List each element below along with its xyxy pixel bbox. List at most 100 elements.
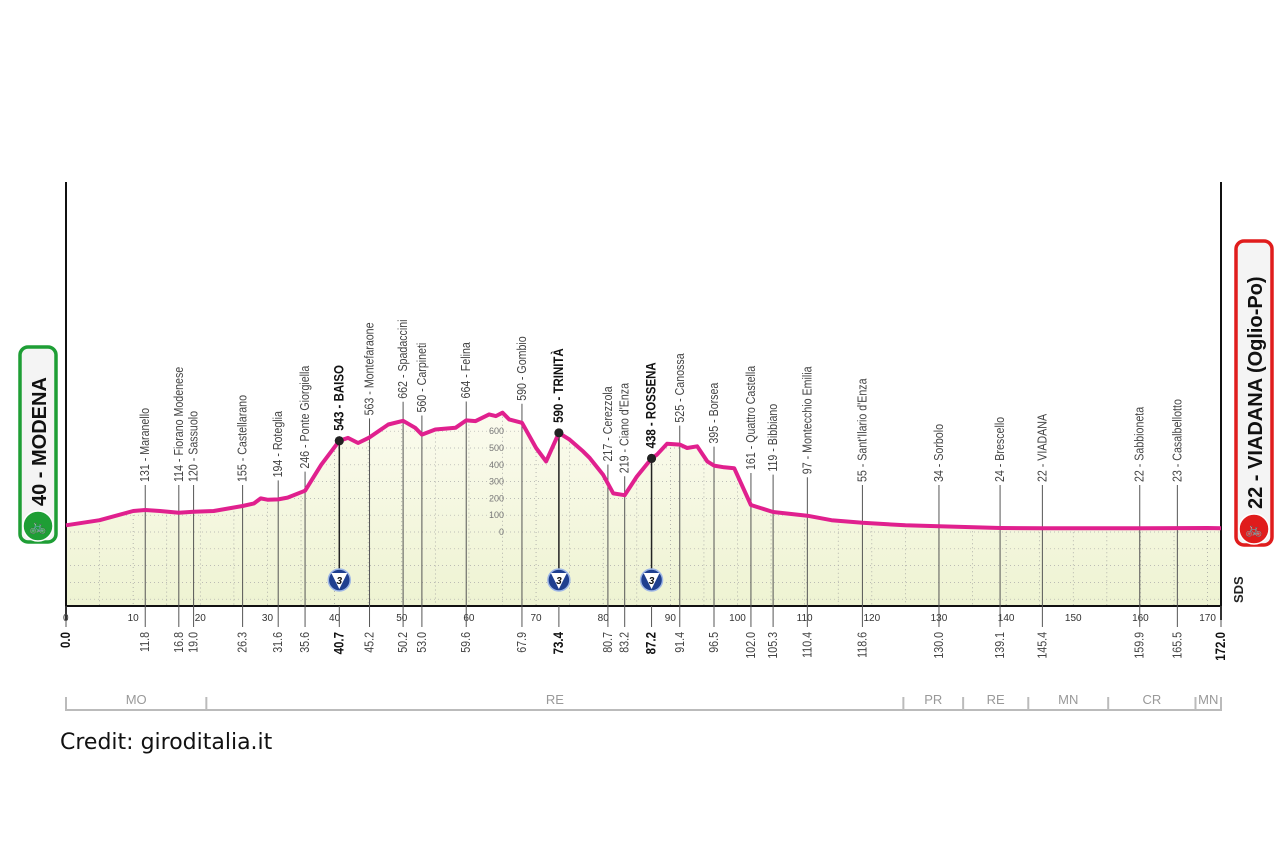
waypoint-label: 131 - Maranello [137, 408, 152, 482]
waypoint-label: 114 - Fiorano Modenese [171, 366, 186, 482]
waypoint-km-label: 40.7 [330, 632, 346, 654]
waypoint-label: 219 - Ciano d'Enza [617, 383, 632, 474]
x-tick-label: 80 [598, 613, 610, 624]
waypoint-label: 119 - Bibbiano [765, 403, 780, 471]
waypoint-km-label: 87.2 [642, 632, 658, 654]
province-label: MN [1058, 692, 1078, 707]
waypoint-label: 560 - Carpineti [414, 343, 429, 413]
finish-bike-glyph: 🚲 [1245, 521, 1262, 538]
x-tick-label: 110 [797, 613, 813, 624]
waypoint-label: 97 - Montecchio Emilia [799, 366, 814, 474]
elevation-profile-line [65, 410, 1222, 531]
x-tick-label: 140 [998, 613, 1015, 624]
province-label: RE [546, 692, 564, 707]
waypoint-km-label: 73.4 [550, 631, 566, 654]
kom-category-label: 3 [649, 576, 655, 587]
waypoint-km-label: 19.0 [186, 632, 201, 653]
waypoint-label: 662 - Spadaccini [395, 319, 410, 398]
start-cyclist-icon [22, 510, 54, 542]
waypoint-label: 563 - Montefaraone [361, 322, 376, 415]
x-tick-label: 160 [1132, 613, 1149, 624]
waypoint-label: 525 - Canossa [672, 353, 687, 423]
waypoint-label: 246 - Ponte Giorgiella [297, 365, 312, 468]
waypoint-label: 194 - Roteglia [270, 411, 285, 478]
y-tick-label: 600 [489, 426, 504, 436]
waypoint-km-label: 53.0 [414, 632, 429, 653]
y-tick-label: 200 [489, 493, 504, 503]
kom-category-label: 3 [556, 576, 562, 587]
x-tick-label: 30 [262, 613, 274, 624]
waypoint-label: 55 - Sant'Ilario d'Enza [854, 378, 869, 482]
waypoint-km-label: 16.8 [171, 632, 186, 653]
x-tick-label: 40 [329, 613, 341, 624]
waypoint-label: 161 - Quattro Castella [743, 365, 758, 470]
finish-label: 22 - VIADANA (Oglio-Po) [1245, 276, 1267, 509]
start-label: 40 - MODENA [29, 377, 51, 506]
profile-area-fill [66, 412, 1221, 606]
waypoint-km-label: 35.6 [297, 632, 312, 653]
waypoint-km-label: 110.4 [799, 632, 814, 658]
waypoint-km-label: 50.2 [395, 632, 410, 653]
province-label: PR [924, 692, 942, 707]
waypoint-km-label: 130.0 [931, 632, 946, 659]
x-tick-label: 10 [128, 613, 140, 624]
start-bike-glyph: 🚲 [29, 518, 46, 535]
y-tick-label: 500 [489, 443, 504, 453]
waypoint-label: 395 - Borsea [706, 382, 721, 443]
waypoint-km-label: 31.6 [270, 632, 285, 653]
province-label: MN [1198, 692, 1218, 707]
waypoint-label: 24 - Brescello [992, 417, 1007, 482]
kom-triangle-icon [331, 573, 348, 589]
waypoint-label: 590 - Gombio [514, 336, 529, 401]
x-tick-label: 100 [729, 613, 746, 624]
waypoint-km-label: 0.0 [57, 632, 73, 648]
waypoint-label: 590 - TRINITÀ [550, 348, 566, 423]
waypoint-label: 664 - Felina [458, 342, 473, 399]
sds-logo: SDS [1231, 576, 1246, 603]
y-tick-label: 100 [489, 510, 504, 520]
waypoint-label: 23 - Casalbellotto [1169, 399, 1184, 482]
x-tick-label: 60 [463, 613, 475, 624]
province-label: CR [1142, 692, 1161, 707]
waypoint-km-label: 145.4 [1034, 632, 1049, 659]
y-tick-label: 400 [489, 460, 504, 470]
waypoint-km-label: 91.4 [672, 632, 687, 653]
x-tick-label: 90 [665, 613, 677, 624]
waypoint-km-label: 59.6 [458, 632, 473, 653]
waypoint-km-label: 102.0 [743, 632, 758, 659]
waypoint-label: 438 - ROSSENA [642, 362, 658, 448]
waypoint-km-label: 96.5 [706, 632, 721, 653]
waypoint-km-label: 105.3 [765, 632, 780, 659]
province-label: MO [126, 692, 147, 707]
waypoint-km-label: 45.2 [361, 632, 376, 653]
kom-triangle-icon [550, 573, 567, 589]
waypoint-km-label: 165.5 [1169, 632, 1184, 659]
x-tick-label: 70 [530, 613, 542, 624]
waypoint-label: 34 - Sorbolo [931, 424, 946, 482]
credit-text: Credit: giroditalia.it [60, 730, 273, 755]
start-badge [18, 345, 58, 544]
province-label: RE [987, 692, 1005, 707]
waypoint-km-label: 83.2 [617, 632, 632, 653]
waypoint-km-label: 139.1 [992, 632, 1007, 659]
x-tick-label: 150 [1065, 613, 1082, 624]
waypoint-km-label: 26.3 [235, 632, 250, 653]
y-tick-label: 300 [489, 477, 504, 487]
y-tick-label: 0 [499, 527, 504, 537]
climb-summit-dot [334, 436, 344, 446]
climb-summit-dot [647, 453, 657, 463]
kom-triangle-icon [643, 573, 660, 589]
waypoint-label: 155 - Castellarano [235, 395, 250, 482]
finish-badge [1234, 239, 1274, 547]
x-tick-label: 120 [863, 613, 880, 624]
waypoint-label: 22 - VIADANA [1034, 414, 1049, 482]
x-tick-label: 20 [195, 613, 207, 624]
kom-category-label: 3 [337, 576, 343, 587]
waypoint-km-label: 118.6 [854, 632, 869, 658]
waypoint-label: 120 - Sassuolo [186, 411, 201, 482]
waypoint-label: 543 - BAISO [330, 365, 346, 431]
x-tick-label: 170 [1199, 613, 1216, 624]
waypoint-km-label: 159.9 [1132, 632, 1147, 659]
waypoint-km-label: 172.0 [1212, 632, 1228, 661]
